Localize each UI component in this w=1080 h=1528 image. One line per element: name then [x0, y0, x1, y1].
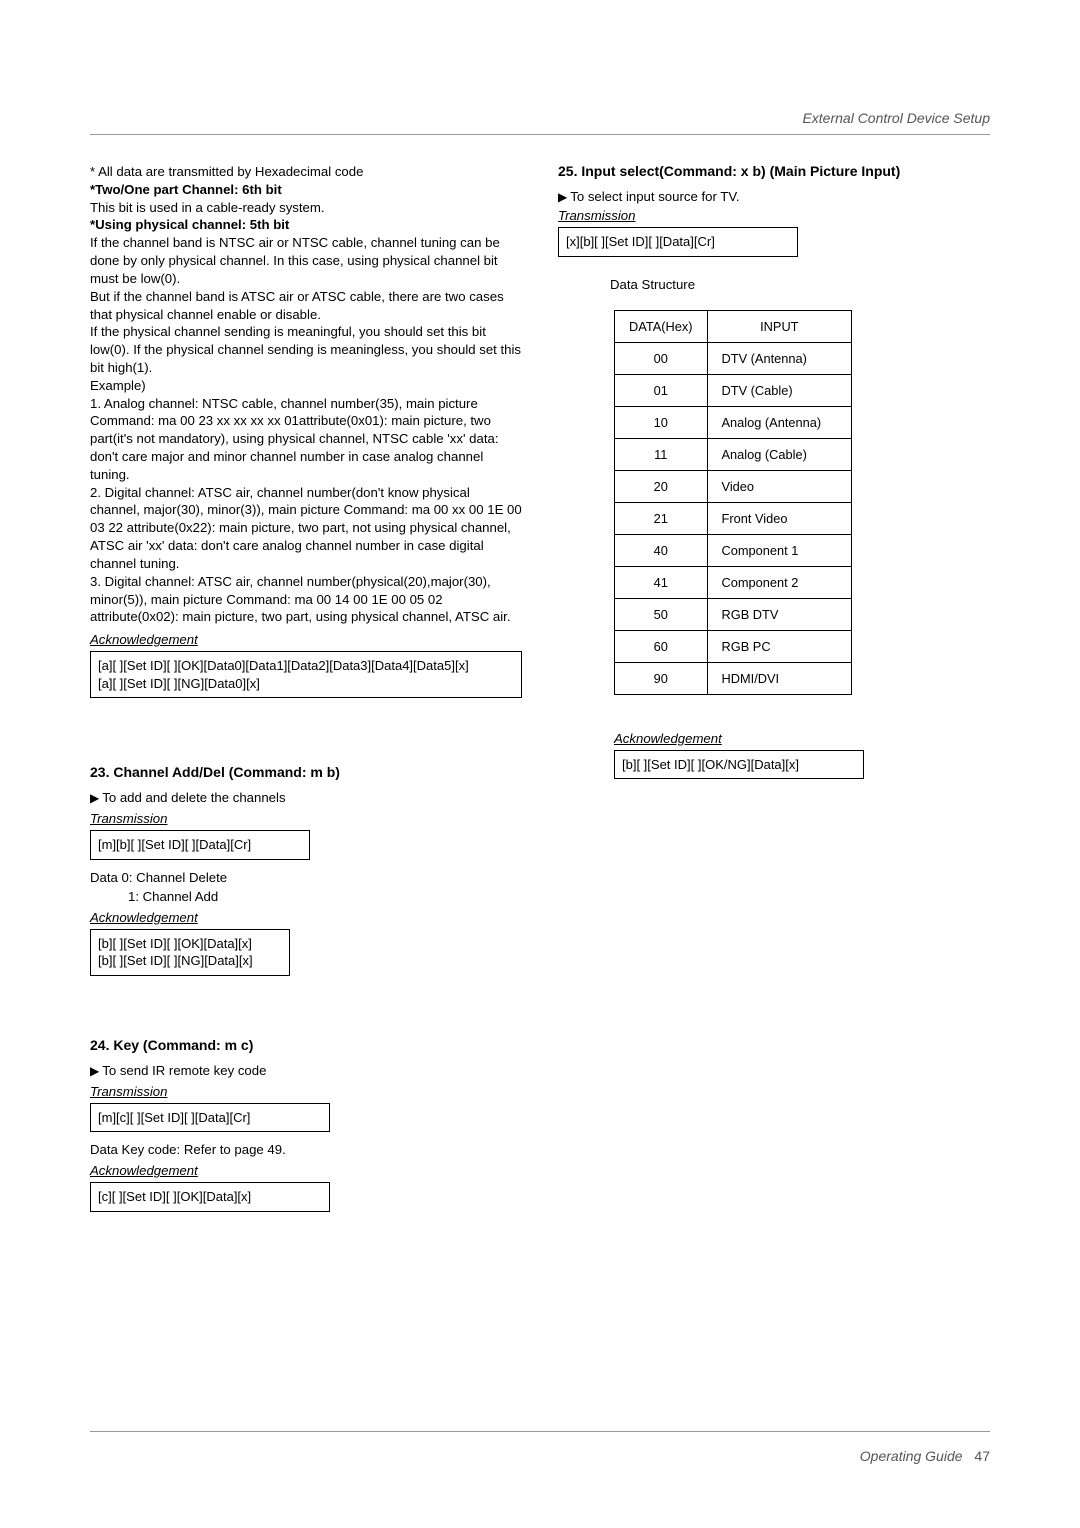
table-cell-hex: 00	[615, 342, 708, 374]
s25-ack-box: [b][ ][Set ID][ ][OK/NG][Data][x]	[614, 750, 864, 780]
table-cell-input: DTV (Cable)	[707, 374, 852, 406]
intro-example-2: 2. Digital channel: ATSC air, channel nu…	[90, 484, 522, 573]
intro-line: Example)	[90, 377, 522, 395]
table-cell-hex: 90	[615, 662, 708, 694]
table-cell-hex: 41	[615, 566, 708, 598]
table-cell-input: RGB PC	[707, 630, 852, 662]
left-column: * All data are transmitted by Hexadecima…	[90, 163, 522, 1218]
s23-ack-box: [b][ ][Set ID][ ][OK][Data][x] [b][ ][Se…	[90, 929, 290, 976]
intro-para: If the channel band is NTSC air or NTSC …	[90, 234, 522, 287]
s24-ack-box: [c][ ][Set ID][ ][OK][Data][x]	[90, 1182, 330, 1212]
footer-divider	[90, 1431, 990, 1432]
section-23-title: 23. Channel Add/Del (Command: m b)	[90, 764, 522, 780]
s25-ack-wrap: Acknowledgement [b][ ][Set ID][ ][OK/NG]…	[614, 731, 990, 786]
section-24-desc-text: To send IR remote key code	[102, 1063, 266, 1078]
right-column: 25. Input select(Command: x b) (Main Pic…	[558, 163, 990, 1218]
page-content: External Control Device Setup * All data…	[0, 0, 1080, 1268]
table-cell-input: Front Video	[707, 502, 852, 534]
page-footer: Operating Guide 47	[90, 1431, 990, 1464]
input-data-table: DATA(Hex) INPUT 00DTV (Antenna)01DTV (Ca…	[614, 310, 852, 695]
s24-transmission-box: [m][c][ ][Set ID][ ][Data][Cr]	[90, 1103, 330, 1133]
s23-data-2: 1: Channel Add	[90, 889, 522, 904]
table-cell-input: HDMI/DVI	[707, 662, 852, 694]
ack-command-box: [a][ ][Set ID][ ][OK][Data0][Data1][Data…	[90, 651, 522, 698]
intro-line-bold: *Two/One part Channel: 6th bit	[90, 181, 522, 199]
table-header-row: DATA(Hex) INPUT	[615, 310, 852, 342]
intro-line-bold: *Using physical channel: 5th bit	[90, 216, 522, 234]
footer-page-number: 47	[974, 1448, 990, 1464]
table-cell-input: Analog (Antenna)	[707, 406, 852, 438]
intro-text-block: * All data are transmitted by Hexadecima…	[90, 163, 522, 626]
table-cell-hex: 40	[615, 534, 708, 566]
intro-para: But if the channel band is ATSC air or A…	[90, 288, 522, 324]
table-row: 10Analog (Antenna)	[615, 406, 852, 438]
s25-transmission-box: [x][b][ ][Set ID][ ][Data][Cr]	[558, 227, 798, 257]
table-cell-hex: 50	[615, 598, 708, 630]
section-25-desc-text: To select input source for TV.	[570, 189, 739, 204]
triangle-right-icon: ▶	[90, 1064, 99, 1078]
table-cell-hex: 01	[615, 374, 708, 406]
intro-example-1: 1. Analog channel: NTSC cable, channel n…	[90, 395, 522, 484]
ack-line-1: [a][ ][Set ID][ ][OK][Data0][Data1][Data…	[98, 657, 514, 675]
page-header-right: External Control Device Setup	[90, 110, 990, 126]
s23-ack-l1: [b][ ][Set ID][ ][OK][Data][x]	[98, 935, 282, 953]
table-cell-input: Component 2	[707, 566, 852, 598]
table-cell-input: RGB DTV	[707, 598, 852, 630]
s24-data: Data Key code: Refer to page 49.	[90, 1142, 522, 1157]
data-structure-label: Data Structure	[610, 277, 990, 292]
table-row: 40Component 1	[615, 534, 852, 566]
acknowledgement-label: Acknowledgement	[90, 632, 522, 647]
footer-guide-label: Operating Guide	[860, 1448, 963, 1464]
table-header-input: INPUT	[707, 310, 852, 342]
table-cell-hex: 20	[615, 470, 708, 502]
section-24-desc: ▶To send IR remote key code	[90, 1063, 522, 1078]
triangle-right-icon: ▶	[90, 791, 99, 805]
table-cell-hex: 60	[615, 630, 708, 662]
footer-text: Operating Guide 47	[90, 1448, 990, 1464]
intro-para: If the physical channel sending is meani…	[90, 323, 522, 376]
transmission-label: Transmission	[90, 1084, 522, 1099]
section-24: 24. Key (Command: m c) ▶To send IR remot…	[90, 1037, 522, 1218]
table-cell-input: Video	[707, 470, 852, 502]
table-cell-input: Component 1	[707, 534, 852, 566]
intro-line: This bit is used in a cable-ready system…	[90, 199, 522, 217]
table-row: 11Analog (Cable)	[615, 438, 852, 470]
table-row: 60RGB PC	[615, 630, 852, 662]
table-row: 21Front Video	[615, 502, 852, 534]
table-row: 01DTV (Cable)	[615, 374, 852, 406]
table-row: 41Component 2	[615, 566, 852, 598]
table-cell-input: Analog (Cable)	[707, 438, 852, 470]
s23-data-1: Data 0: Channel Delete	[90, 870, 522, 885]
section-23-desc: ▶To add and delete the channels	[90, 790, 522, 805]
section-25-title: 25. Input select(Command: x b) (Main Pic…	[558, 163, 990, 179]
s23-ack-l2: [b][ ][Set ID][ ][NG][Data][x]	[98, 952, 282, 970]
table-cell-hex: 21	[615, 502, 708, 534]
table-header-hex: DATA(Hex)	[615, 310, 708, 342]
table-cell-input: DTV (Antenna)	[707, 342, 852, 374]
transmission-label: Transmission	[558, 208, 990, 223]
acknowledgement-label: Acknowledgement	[90, 910, 522, 925]
section-23-desc-text: To add and delete the channels	[102, 790, 285, 805]
acknowledgement-label: Acknowledgement	[614, 731, 990, 746]
ack-line-2: [a][ ][Set ID][ ][NG][Data0][x]	[98, 675, 514, 693]
intro-example-3: 3. Digital channel: ATSC air, channel nu…	[90, 573, 522, 626]
section-25-desc: ▶To select input source for TV.	[558, 189, 990, 204]
two-column-layout: * All data are transmitted by Hexadecima…	[90, 163, 990, 1218]
table-row: 50RGB DTV	[615, 598, 852, 630]
header-divider	[90, 134, 990, 135]
transmission-label: Transmission	[90, 811, 522, 826]
triangle-right-icon: ▶	[558, 190, 567, 204]
table-row: 00DTV (Antenna)	[615, 342, 852, 374]
acknowledgement-label: Acknowledgement	[90, 1163, 522, 1178]
section-23: 23. Channel Add/Del (Command: m b) ▶To a…	[90, 764, 522, 982]
section-24-title: 24. Key (Command: m c)	[90, 1037, 522, 1053]
table-cell-hex: 11	[615, 438, 708, 470]
s23-transmission-box: [m][b][ ][Set ID][ ][Data][Cr]	[90, 830, 310, 860]
intro-line: * All data are transmitted by Hexadecima…	[90, 163, 522, 181]
table-row: 90HDMI/DVI	[615, 662, 852, 694]
table-cell-hex: 10	[615, 406, 708, 438]
table-row: 20Video	[615, 470, 852, 502]
